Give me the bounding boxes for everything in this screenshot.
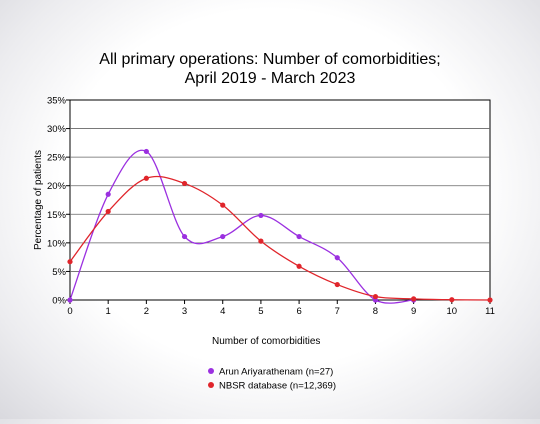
series-line bbox=[69, 175, 491, 301]
data-point bbox=[143, 148, 149, 155]
data-point bbox=[143, 175, 149, 181]
plot-area bbox=[69, 99, 491, 301]
x-tick-label: 3 bbox=[182, 306, 187, 317]
data-point bbox=[296, 233, 302, 240]
x-tick-label: 4 bbox=[220, 306, 225, 317]
y-tick-label: 5% bbox=[52, 267, 66, 278]
y-axis-label: Percentage of patients bbox=[33, 150, 44, 250]
data-point bbox=[181, 233, 188, 240]
data-point bbox=[105, 191, 111, 197]
x-tick-label: 7 bbox=[335, 306, 340, 317]
y-tick-label: 0% bbox=[52, 296, 66, 307]
x-tick-label: 5 bbox=[258, 306, 263, 317]
y-tick-label: 25% bbox=[47, 153, 67, 164]
data-point bbox=[372, 293, 379, 300]
y-tick-label: 15% bbox=[47, 210, 67, 221]
series-2 bbox=[67, 175, 493, 303]
x-tick-label: 6 bbox=[296, 306, 301, 317]
data-point bbox=[258, 238, 264, 244]
y-tick-label: 10% bbox=[47, 238, 67, 249]
axes: 0% 5% 10% 15% 20% 25% 30% 35% 0 1 2 3 4 5 6 7 8 9 10 11 bbox=[47, 96, 495, 318]
x-tick-label: 8 bbox=[373, 306, 378, 317]
y-tick-label: 35% bbox=[47, 96, 67, 107]
legend-label: Arun Ariyarathenam (n=27) bbox=[219, 367, 333, 378]
legend-label: NBSR database (n=12,369) bbox=[219, 381, 336, 392]
data-point bbox=[296, 263, 302, 269]
legend-item: NBSR database (n=12,369) bbox=[208, 381, 336, 392]
x-tick-label: 9 bbox=[411, 306, 416, 317]
x-tick-label: 10 bbox=[447, 306, 458, 317]
legend: Arun Ariyarathenam (n=27) NBSR database (… bbox=[208, 367, 336, 392]
chart-title-line-2: April 2019 - March 2023 bbox=[185, 70, 356, 87]
x-tick-label: 11 bbox=[485, 306, 495, 317]
data-point bbox=[258, 212, 264, 219]
grid-lines bbox=[70, 128, 490, 272]
legend-marker bbox=[208, 382, 214, 388]
data-point bbox=[487, 297, 493, 303]
chart-title-line-1: All primary operations: Number of comorb… bbox=[99, 51, 440, 68]
y-tick-label: 30% bbox=[47, 124, 67, 135]
data-point bbox=[411, 296, 417, 302]
y-tick-label: 20% bbox=[47, 181, 67, 192]
x-axis-label: Number of comorbidities bbox=[212, 336, 320, 347]
legend-marker bbox=[208, 368, 214, 374]
x-tick-label: 2 bbox=[144, 306, 149, 317]
data-point bbox=[105, 208, 111, 215]
data-point bbox=[220, 233, 226, 240]
data-point bbox=[334, 255, 340, 261]
data-point bbox=[449, 297, 455, 303]
data-point bbox=[67, 259, 73, 265]
data-point bbox=[220, 202, 226, 208]
data-point bbox=[181, 180, 188, 187]
x-tick-label: 0 bbox=[67, 306, 72, 317]
x-tick-label: 1 bbox=[106, 306, 111, 317]
legend-item: Arun Ariyarathenam (n=27) bbox=[208, 367, 333, 378]
data-point bbox=[67, 297, 73, 303]
data-point bbox=[334, 281, 340, 288]
series-line bbox=[69, 149, 414, 304]
series-layer bbox=[67, 148, 493, 304]
